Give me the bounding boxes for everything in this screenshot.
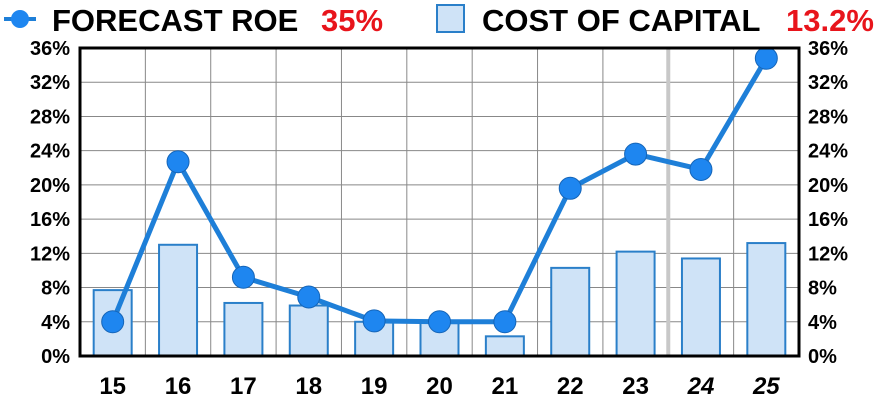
y-tick-right: 16% [808, 209, 848, 231]
y-axis-right: 0% 4% 8% 12% 16% 20% 24% 28% 32% 36% [808, 38, 848, 368]
y-tick-left: 36% [30, 38, 70, 60]
y-tick-right: 36% [808, 38, 848, 60]
y-tick-right: 32% [808, 72, 848, 94]
y-tick-left: 16% [30, 209, 70, 231]
bar-cost-of-capital [550, 266, 591, 357]
y-tick-right: 20% [808, 175, 848, 197]
y-tick-left: 28% [30, 106, 70, 128]
bar-cost-of-capital [746, 242, 787, 357]
bar-cost-of-capital [223, 301, 264, 358]
bar-cost-of-capital [158, 243, 199, 357]
x-tick: 16 [165, 373, 192, 400]
legend-roe-value: 35% [321, 3, 383, 38]
y-tick-right: 0% [808, 346, 837, 368]
x-axis: 15 16 17 18 19 20 21 22 23 24 25 [99, 373, 780, 400]
roe-point [101, 310, 125, 334]
x-tick: 22 [557, 373, 584, 400]
x-tick: 25 [752, 373, 780, 400]
y-tick-right: 12% [808, 243, 848, 265]
y-tick-left: 12% [30, 243, 70, 265]
roe-point [231, 265, 255, 289]
plot-frame [78, 46, 801, 358]
roe-point [297, 285, 321, 309]
x-tick: 19 [361, 373, 388, 400]
bar-cost-of-capital [615, 250, 656, 357]
x-tick: 21 [492, 373, 519, 400]
y-tick-left: 32% [30, 72, 70, 94]
x-tick: 18 [295, 373, 322, 400]
roe-point [428, 310, 451, 334]
x-tick: 23 [622, 373, 649, 400]
y-tick-right: 8% [808, 278, 837, 300]
y-tick-left: 20% [30, 175, 70, 197]
y-tick-right: 24% [808, 141, 848, 163]
legend: FORECAST ROE 35% COST OF CAPITAL 13.2% [4, 3, 874, 38]
roe-point [166, 150, 190, 174]
bar-cost-of-capital [680, 257, 721, 358]
x-tick: 24 [687, 373, 715, 400]
y-tick-right: 4% [808, 312, 837, 334]
roe-point [362, 309, 386, 333]
roe-point [558, 176, 582, 200]
roe-point [624, 142, 648, 166]
x-tick: 15 [99, 373, 126, 400]
legend-roe-label: FORECAST ROE [52, 3, 298, 38]
y-tick-right: 28% [808, 106, 848, 128]
roe-point [754, 46, 778, 70]
x-tick: 20 [426, 373, 453, 400]
y-tick-left: 8% [41, 278, 70, 300]
legend-coc-swatch [436, 4, 465, 33]
roe-point [689, 157, 713, 181]
y-tick-left: 0% [41, 346, 70, 368]
bar-cost-of-capital [484, 335, 525, 358]
legend-coc-value: 13.2% [786, 3, 874, 38]
y-axis-left: 0% 4% 8% 12% 16% 20% 24% 28% 32% 36% [30, 38, 70, 368]
x-tick: 17 [230, 373, 257, 400]
legend-coc-label: COST OF CAPITAL [482, 3, 760, 38]
roe-point [493, 310, 517, 334]
legend-roe-marker [4, 10, 36, 28]
y-tick-left: 24% [30, 141, 70, 163]
bar-cost-of-capital [288, 304, 329, 357]
line-series [101, 46, 778, 334]
y-tick-left: 4% [41, 312, 70, 334]
